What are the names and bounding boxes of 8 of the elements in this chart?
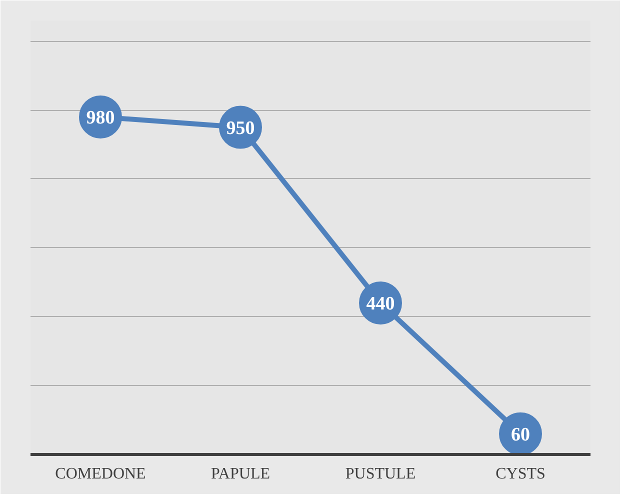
x-tick-label: COMEDONE xyxy=(55,466,146,482)
x-tick-label: PAPULE xyxy=(211,466,270,482)
data-label: 950 xyxy=(226,118,255,139)
data-label: 60 xyxy=(511,424,530,446)
data-label: 980 xyxy=(86,107,115,128)
data-label: 440 xyxy=(366,293,395,314)
x-tick-label: CYSTS xyxy=(496,466,546,482)
x-tick-label: PUSTULE xyxy=(345,466,416,482)
